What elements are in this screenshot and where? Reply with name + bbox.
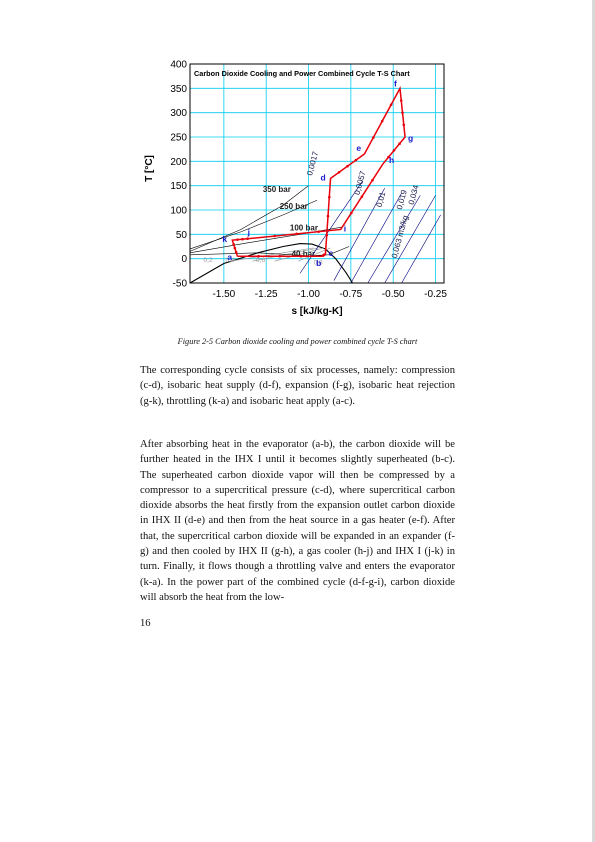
x-tick-label: -0.75: [339, 289, 362, 300]
cycle-marker: [401, 111, 404, 114]
cycle-marker: [392, 149, 396, 152]
cycle-marker: [399, 99, 403, 102]
cycle-marker: [327, 195, 331, 199]
cycle-marker: [349, 211, 353, 215]
state-label-j: j: [247, 227, 250, 237]
cycle-marker: [387, 155, 390, 159]
cycle-marker: [241, 237, 244, 241]
isobar-line: [189, 199, 318, 250]
state-label-f: f: [394, 78, 397, 88]
chart-title: Carbon Dioxide Cooling and Power Combine…: [194, 69, 410, 78]
y-tick-label: 350: [170, 84, 187, 95]
cycle-marker: [346, 164, 349, 168]
plot-area: [190, 64, 444, 283]
isochore-line: [401, 214, 441, 284]
isochore-label: 0,01: [375, 190, 388, 208]
quality-label: 0,6: [256, 257, 265, 264]
isobar-label: 40 bar: [292, 250, 316, 259]
state-label-h: h: [389, 155, 394, 165]
isobar-label: 350 bar: [263, 185, 291, 194]
page-edge-shadow: [592, 0, 595, 842]
quality-line: [230, 247, 314, 262]
cycle-marker: [236, 238, 239, 241]
figure-caption: Figure 2-5 Carbon dioxide cooling and po…: [177, 337, 418, 346]
cycle-marker: [360, 195, 364, 198]
y-tick-label: 400: [170, 60, 187, 71]
state-label-i: i: [344, 223, 346, 233]
state-label-e: e: [356, 143, 361, 153]
x-tick-label: -1.50: [212, 289, 235, 300]
isochore-line: [299, 180, 363, 274]
y-tick-label: 100: [170, 206, 187, 217]
y-tick-label: 200: [170, 157, 187, 168]
cycle-marker: [323, 253, 326, 256]
y-tick-label: 50: [176, 230, 188, 241]
state-label-g: g: [408, 133, 413, 143]
cycle-marker: [389, 103, 393, 107]
y-tick-label: 250: [170, 133, 187, 144]
cycle-marker: [372, 136, 375, 139]
cycle-marker: [273, 234, 276, 238]
cycle-marker: [278, 254, 282, 258]
quality-label: 0,4: [226, 257, 235, 264]
y-axis-label: T [°C]: [144, 155, 155, 182]
state-label-d: d: [321, 172, 326, 182]
page-number: 16: [140, 618, 151, 629]
cycle-marker: [232, 242, 235, 246]
isochore-line: [350, 192, 402, 284]
y-tick-label: 300: [170, 108, 187, 119]
cycle-marker: [398, 142, 401, 145]
quality-label: 0,2: [204, 257, 213, 264]
cycle-marker: [233, 246, 237, 250]
isochore-line: [384, 195, 436, 284]
cycle-marker: [371, 178, 374, 182]
quality-label: 0,8: [314, 260, 323, 267]
isobar-label: 100 bar: [290, 223, 318, 232]
x-axis-label: s [kJ/kg-K]: [291, 306, 342, 317]
cycle-marker: [325, 233, 329, 237]
cycle-marker: [295, 232, 298, 236]
cycle-marker: [402, 123, 406, 127]
ts-chart-figure: 0,2 0,4 0,6 0,8 350 bar 250 bar 100 bar 40 bar 0…: [140, 55, 460, 325]
isochore-line: [333, 187, 385, 281]
cycle-marker: [234, 250, 238, 254]
cycle-marker: [337, 170, 341, 174]
x-tick-label: -0.50: [382, 289, 405, 300]
plot-frame: [189, 63, 445, 284]
cycle-marker: [354, 158, 358, 162]
cycle-marker: [326, 214, 330, 218]
cycle-marker: [380, 119, 384, 123]
isobar-label: 250 bar: [280, 202, 308, 211]
cycle-marker: [246, 237, 249, 241]
paragraph-cycle-processes: The corresponding cycle consists of six …: [140, 365, 455, 407]
y-tick-label: 150: [170, 181, 187, 192]
paragraph-cycle-description: After absorbing heat in the evaporator (…: [140, 439, 455, 603]
y-tick-label: -50: [173, 279, 188, 290]
isochore-line: [367, 195, 421, 284]
x-tick-label: -0.25: [424, 289, 447, 300]
state-label-b: b: [316, 258, 321, 268]
cycle-marker: [257, 254, 260, 258]
state-label-c: c: [328, 248, 333, 258]
ts-chart: 0,2 0,4 0,6 0,8 350 bar 250 bar 100 bar 40 bar 0…: [144, 60, 447, 318]
state-label-k: k: [222, 234, 227, 244]
state-label-a: a: [227, 252, 232, 262]
cycle-marker: [299, 254, 303, 258]
x-tick-label: -1.00: [297, 289, 320, 300]
cycle-marker: [317, 230, 320, 233]
saturation-dome: [189, 243, 354, 284]
x-tick-label: -1.25: [255, 289, 278, 300]
y-tick-label: 0: [181, 254, 187, 265]
